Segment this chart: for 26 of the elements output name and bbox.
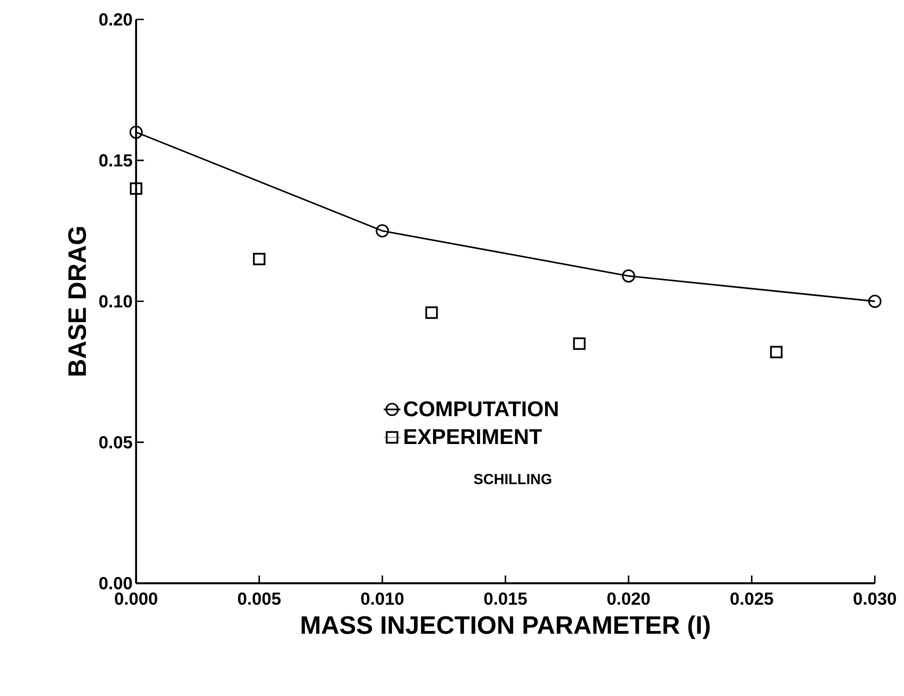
point — [376, 224, 389, 238]
x-tick-label: 0.000 — [114, 592, 158, 605]
y-tick-label: 0.15 — [99, 154, 132, 167]
y-tick-label: 0.00 — [99, 577, 132, 590]
y-tick-label: 0.10 — [99, 295, 132, 308]
y-axis-title: BASE DRAG — [68, 227, 86, 376]
legend-label: COMPUTATION — [404, 401, 558, 416]
point — [573, 337, 586, 350]
x-tick-label: 0.020 — [607, 592, 650, 605]
x-tick-label: 0.010 — [361, 592, 404, 605]
y-tick-label: 0.05 — [99, 436, 132, 448]
point — [770, 346, 783, 358]
y-tick-label: 0.20 — [99, 13, 132, 26]
x-tick-label: 0.025 — [730, 592, 774, 605]
point — [252, 252, 266, 266]
x-tick-label: 0.015 — [484, 592, 527, 605]
x-axis-title: MASS INJECTION PARAMETER (I) — [302, 615, 710, 640]
point — [868, 294, 882, 308]
legend-label: EXPERIMENT — [404, 429, 542, 444]
point — [425, 306, 438, 319]
point — [622, 269, 636, 283]
point — [130, 182, 142, 195]
annotation: SCHILLING — [474, 474, 552, 484]
x-tick-label: 0.005 — [238, 592, 281, 605]
x-tick-label: 0.030 — [854, 592, 896, 605]
point — [129, 126, 143, 139]
